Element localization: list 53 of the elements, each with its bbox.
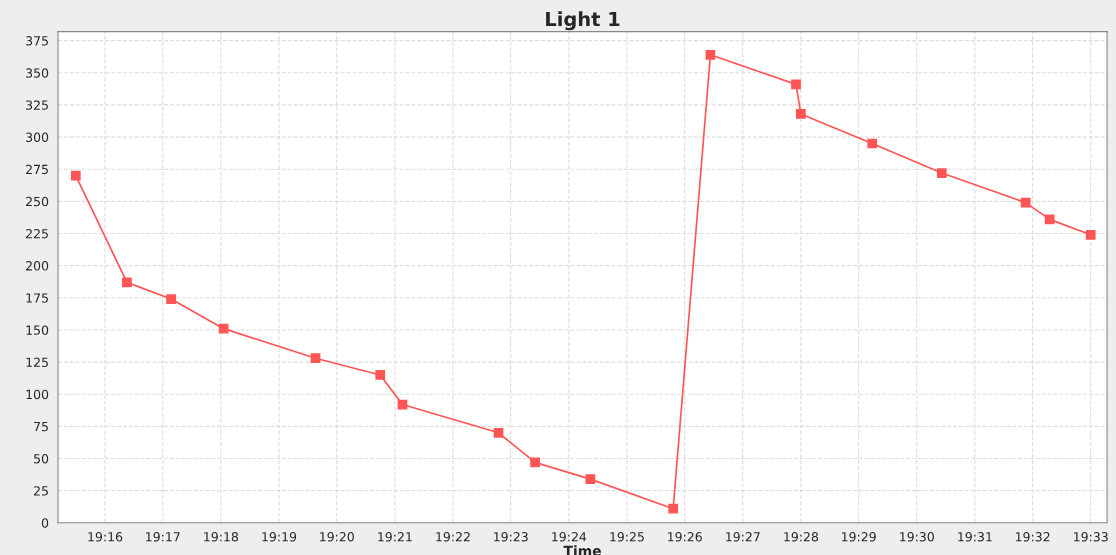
point (166, 294, 176, 304)
y-tick-label: 75 (34, 422, 48, 432)
x-tick-label: 19:24 (552, 532, 587, 542)
point (70, 170, 81, 181)
x-tick-label: 19:18 (204, 532, 239, 542)
point (530, 457, 540, 468)
y-tick-label: 350 (26, 68, 49, 78)
point (705, 49, 716, 60)
point (867, 138, 878, 149)
point (1020, 197, 1031, 208)
x-tick-label: 19:25 (610, 532, 644, 542)
y-tick-label: 175 (26, 293, 48, 303)
y-tick-label: 375 (26, 36, 48, 46)
y-tick-label: 325 (26, 100, 48, 110)
x-tick-label: 19:29 (842, 532, 876, 542)
y-tick-label: 125 (26, 357, 48, 368)
point (668, 503, 679, 514)
point (122, 277, 132, 288)
x-tick-label: 19:33 (1074, 532, 1108, 542)
point (796, 109, 806, 119)
point (493, 427, 504, 438)
x-tick-label: 19:31 (958, 532, 992, 542)
y-tick-label: 300 (26, 132, 49, 142)
point (218, 323, 229, 334)
chart-title: Light 1 (546, 11, 620, 31)
y-tick-label: 225 (26, 228, 48, 239)
x-tick-label: 19:30 (900, 532, 934, 542)
x-tick-label: 19:21 (378, 532, 412, 542)
point (936, 168, 947, 178)
x-tick-label: 19:17 (146, 532, 180, 542)
y-tick-label: 275 (26, 164, 48, 175)
point (791, 79, 801, 90)
point (310, 353, 321, 364)
y-tick-label: 50 (34, 453, 49, 464)
x-tick-label: 19:23 (494, 532, 528, 542)
y-tick-label: 250 (26, 196, 49, 207)
point (585, 474, 596, 484)
point (375, 370, 386, 380)
x-tick-label: 19:20 (320, 532, 354, 542)
y-tick-label: 150 (26, 325, 49, 335)
x-tick-label: 19:16 (88, 532, 123, 542)
y-tick-label: 0 (41, 518, 49, 528)
x-tick-label: 19:27 (726, 532, 760, 542)
x-tick-label: 19:32 (1015, 532, 1050, 542)
x-tick-label: 19:22 (436, 532, 470, 542)
x-tick-label: 19:26 (668, 532, 702, 542)
y-tick-label: 100 (26, 389, 49, 400)
point (1044, 214, 1055, 225)
x-tick-label: 19:28 (784, 532, 819, 542)
point (1085, 229, 1096, 240)
y-tick-label: 200 (26, 261, 49, 271)
x-tick-label: 19:19 (262, 532, 297, 542)
y-tick-label: 25 (34, 486, 48, 496)
